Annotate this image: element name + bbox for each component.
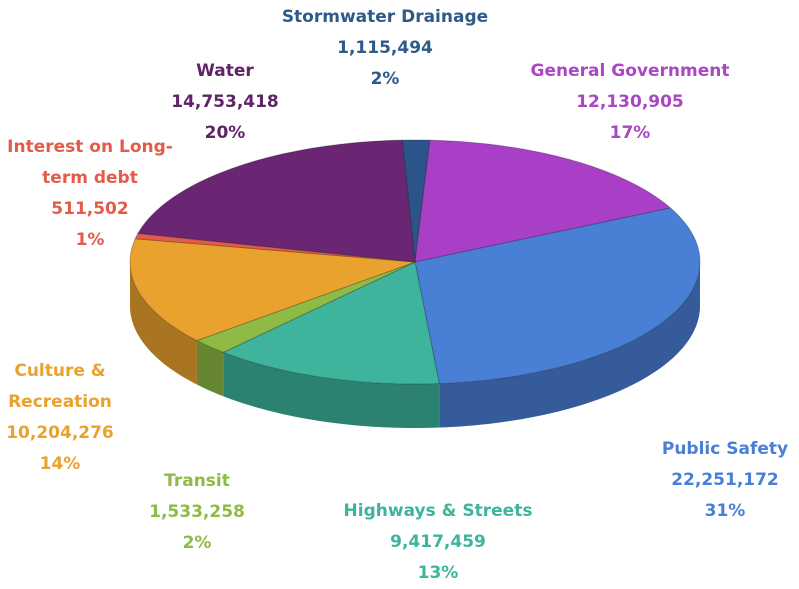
slice-category: Culture & Recreation: [8, 361, 112, 412]
slice-side-shade: [130, 262, 197, 385]
slice-value: 9,417,459: [390, 532, 486, 552]
slice-side-shade: [196, 340, 224, 397]
slice-side: [439, 262, 700, 428]
slice-side-shade: [223, 352, 440, 428]
slice-side-shade: [439, 262, 700, 428]
slice-value: 10,204,276: [6, 423, 114, 443]
slice-value: 22,251,172: [671, 470, 779, 490]
slice-percent: 17%: [609, 123, 651, 143]
slice-label: Public Safety 22,251,172 31%: [635, 434, 799, 527]
slice-percent: 31%: [704, 501, 746, 521]
slice-label: Highways & Streets 9,417,459 13%: [328, 496, 548, 589]
slice: [137, 139, 416, 263]
slice-label: Transit 1,533,258 2%: [117, 466, 277, 559]
slice-category: Transit: [164, 471, 230, 491]
slice-label: General Government 12,130,905 17%: [500, 56, 760, 149]
slice-value: 14,753,418: [171, 92, 279, 112]
slice-value: 12,130,905: [576, 92, 684, 112]
slice-value: 511,502: [51, 199, 129, 219]
slice: [129, 238, 416, 342]
slice-label: Interest on Long-term debt 511,502 1%: [5, 132, 175, 256]
slice-percent: 2%: [182, 533, 212, 553]
slice-percent: 13%: [417, 563, 459, 583]
slice-percent: 14%: [39, 454, 81, 474]
slice-percent: 2%: [370, 69, 400, 89]
slice-percent: 1%: [75, 230, 105, 250]
slice: [222, 261, 440, 385]
slice-category: Stormwater Drainage: [281, 7, 489, 27]
slice-label: Water 14,753,418 20%: [145, 56, 305, 149]
slice-label: Stormwater Drainage 1,115,494 2%: [275, 2, 495, 95]
slice-label: Culture & Recreation 10,204,276 14%: [0, 356, 120, 480]
slice-category: Water: [196, 61, 254, 81]
slice-category: Highways & Streets: [343, 501, 533, 521]
slice-side: [130, 262, 197, 385]
slice: [134, 232, 416, 263]
slice-category: Interest on Long-term debt: [7, 137, 173, 188]
slice-category: Public Safety: [661, 439, 789, 459]
slice: [414, 139, 672, 263]
slice-value: 1,533,258: [149, 502, 245, 522]
slice-value: 1,115,494: [337, 38, 433, 58]
slice: [195, 261, 416, 353]
slice-percent: 20%: [204, 123, 246, 143]
slice-category: General Government: [530, 61, 730, 81]
slice-side: [223, 352, 440, 428]
slice: [414, 207, 701, 385]
slice-side: [196, 340, 224, 397]
